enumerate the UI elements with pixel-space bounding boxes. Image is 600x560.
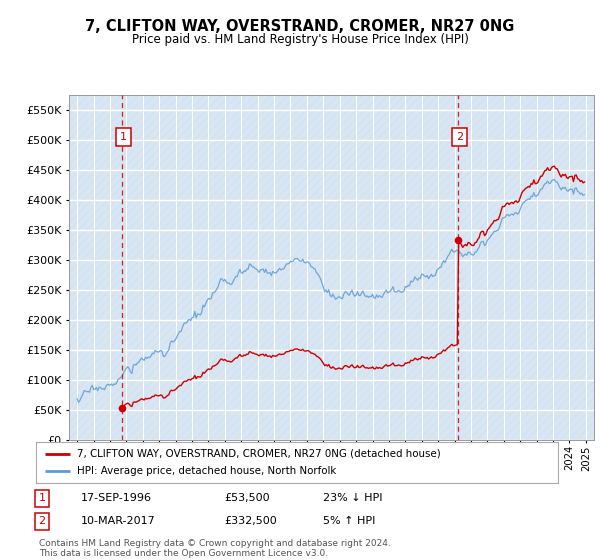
Text: Price paid vs. HM Land Registry's House Price Index (HPI): Price paid vs. HM Land Registry's House … bbox=[131, 32, 469, 46]
Text: 1: 1 bbox=[38, 493, 46, 503]
Text: 1: 1 bbox=[120, 132, 127, 142]
Text: £332,500: £332,500 bbox=[224, 516, 277, 526]
Text: 2: 2 bbox=[456, 132, 463, 142]
Text: 7, CLIFTON WAY, OVERSTRAND, CROMER, NR27 0NG: 7, CLIFTON WAY, OVERSTRAND, CROMER, NR27… bbox=[85, 20, 515, 34]
Text: HPI: Average price, detached house, North Norfolk: HPI: Average price, detached house, Nort… bbox=[77, 466, 336, 477]
Text: 2: 2 bbox=[38, 516, 46, 526]
Text: Contains HM Land Registry data © Crown copyright and database right 2024.
This d: Contains HM Land Registry data © Crown c… bbox=[38, 539, 391, 558]
Text: 10-MAR-2017: 10-MAR-2017 bbox=[80, 516, 155, 526]
Text: 23% ↓ HPI: 23% ↓ HPI bbox=[323, 493, 383, 503]
Text: £53,500: £53,500 bbox=[224, 493, 269, 503]
Text: 17-SEP-1996: 17-SEP-1996 bbox=[80, 493, 151, 503]
Text: 5% ↑ HPI: 5% ↑ HPI bbox=[323, 516, 376, 526]
Text: 7, CLIFTON WAY, OVERSTRAND, CROMER, NR27 0NG (detached house): 7, CLIFTON WAY, OVERSTRAND, CROMER, NR27… bbox=[77, 449, 440, 459]
